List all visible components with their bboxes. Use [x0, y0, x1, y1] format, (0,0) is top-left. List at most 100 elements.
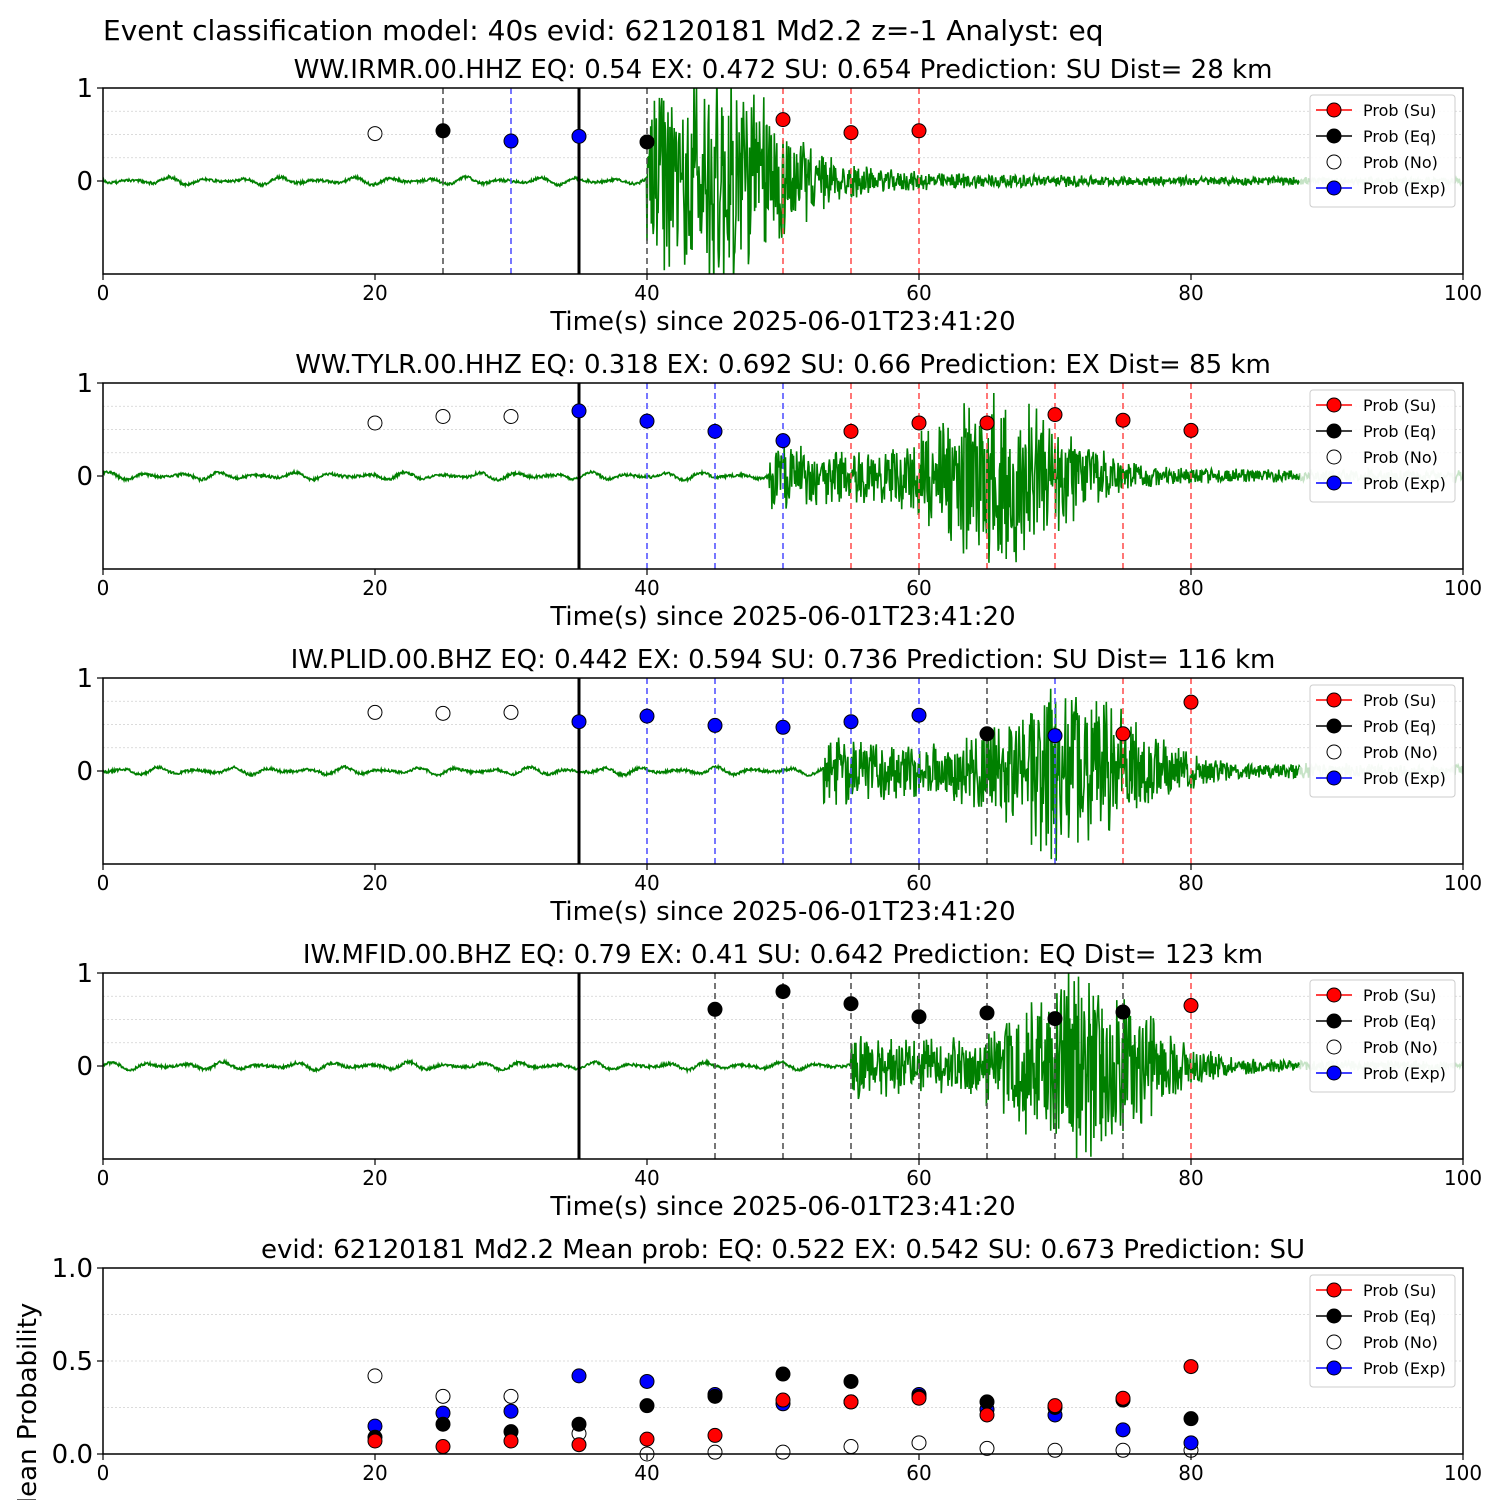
point-no — [503, 408, 519, 424]
x-tick-label: 40 — [634, 576, 659, 600]
x-tick-label: 0 — [97, 281, 110, 305]
legend-marker — [1326, 770, 1342, 786]
point-no — [503, 1388, 519, 1404]
x-tick-label: 100 — [1444, 576, 1482, 600]
legend-box — [1309, 979, 1456, 1093]
point-no — [367, 704, 383, 720]
y-tick-label: 0.0 — [52, 1440, 93, 1470]
legend-label: Prob (Su) — [1363, 986, 1436, 1005]
y-tick-label: 0.5 — [52, 1347, 93, 1377]
chart-panel-3: IW.PLID.00.BHZ EQ: 0.442 EX: 0.594 SU: 0… — [76, 645, 1482, 927]
point-exp — [571, 128, 587, 144]
legend-marker — [1326, 744, 1342, 760]
point-su — [1047, 407, 1063, 423]
y-tick-label: 1 — [76, 664, 93, 694]
waveform-trace — [103, 973, 1301, 1159]
figure-suptitle: Event classification model: 40s evid: 62… — [103, 14, 1104, 47]
legend-label: Prob (No) — [1363, 1333, 1438, 1352]
legend-marker — [1326, 1013, 1342, 1029]
point-su — [1183, 1359, 1199, 1375]
point-exp — [503, 1403, 519, 1419]
x-axis-label: Time(s) since 2025-06-01T23:41:20 — [549, 897, 1015, 927]
chart-panel-4: IW.MFID.00.BHZ EQ: 0.79 EX: 0.41 SU: 0.6… — [76, 940, 1482, 1222]
legend-marker — [1326, 449, 1342, 465]
point-no — [435, 408, 451, 424]
point-no — [707, 1444, 723, 1460]
legend-marker — [1326, 475, 1342, 491]
x-tick-label: 80 — [1178, 1166, 1203, 1190]
legend-marker — [1326, 1334, 1342, 1350]
legend-label: Prob (Eq) — [1363, 127, 1436, 146]
point-eq — [843, 1373, 859, 1389]
legend-label: Prob (Exp) — [1363, 1359, 1446, 1378]
point-exp — [639, 1373, 655, 1389]
y-tick-label: 1 — [76, 369, 93, 399]
point-eq — [775, 984, 791, 1000]
waveform-trace — [103, 688, 1301, 861]
point-no — [911, 1435, 927, 1451]
point-eq — [979, 1005, 995, 1021]
x-tick-label: 80 — [1178, 871, 1203, 895]
point-su — [911, 1390, 927, 1406]
legend-marker — [1326, 718, 1342, 734]
legend-marker — [1326, 1282, 1342, 1298]
legend-box — [1309, 389, 1456, 503]
legend-marker — [1326, 1039, 1342, 1055]
point-su — [1183, 422, 1199, 438]
point-su — [639, 1431, 655, 1447]
point-exp — [1047, 728, 1063, 744]
y-tick-label: 1 — [76, 959, 93, 989]
point-no — [435, 1388, 451, 1404]
x-tick-label: 80 — [1178, 576, 1203, 600]
x-axis-label: Time(s) since 2025-06-01T23:41:20 — [549, 602, 1015, 632]
point-su — [1115, 726, 1131, 742]
y-tick-label: 0 — [76, 1052, 93, 1082]
panels: WW.IRMR.00.HHZ EQ: 0.54 EX: 0.472 SU: 0.… — [13, 55, 1482, 1500]
panel-title: WW.TYLR.00.HHZ EQ: 0.318 EX: 0.692 SU: 0… — [295, 350, 1271, 380]
waveform-trace — [103, 88, 1301, 274]
point-eq — [979, 726, 995, 742]
x-tick-label: 0 — [97, 871, 110, 895]
legend-label: Prob (Eq) — [1363, 717, 1436, 736]
point-no — [367, 126, 383, 142]
point-eq — [1047, 1011, 1063, 1027]
legend-label: Prob (Eq) — [1363, 1012, 1436, 1031]
point-no — [979, 1440, 995, 1456]
y-tick-label: 1.0 — [52, 1254, 93, 1284]
point-no — [1115, 1442, 1131, 1458]
point-exp — [1115, 1422, 1131, 1438]
point-no — [435, 705, 451, 721]
legend-marker — [1326, 128, 1342, 144]
point-su — [571, 1437, 587, 1453]
point-su — [367, 1433, 383, 1449]
point-su — [775, 112, 791, 128]
point-eq — [911, 1009, 927, 1025]
point-no — [775, 1444, 791, 1460]
point-eq — [707, 1001, 723, 1017]
point-su — [911, 415, 927, 431]
legend-box — [1309, 94, 1456, 208]
point-su — [1115, 1390, 1131, 1406]
point-exp — [639, 708, 655, 724]
panel-title: IW.PLID.00.BHZ EQ: 0.442 EX: 0.594 SU: 0… — [291, 645, 1276, 675]
legend-label: Prob (No) — [1363, 743, 1438, 762]
x-tick-label: 80 — [1178, 281, 1203, 305]
legend-box — [1309, 1274, 1456, 1388]
legend-label: Prob (Exp) — [1363, 769, 1446, 788]
y-tick-label: 0 — [76, 757, 93, 787]
x-tick-label: 60 — [906, 281, 931, 305]
y-tick-label: 1 — [76, 74, 93, 104]
legend-label: Prob (Exp) — [1363, 474, 1446, 493]
point-su — [843, 423, 859, 439]
legend-label: Prob (Eq) — [1363, 422, 1436, 441]
x-tick-label: 20 — [362, 281, 387, 305]
x-tick-label: 40 — [634, 1461, 659, 1485]
x-tick-label: 0 — [97, 1166, 110, 1190]
legend-marker — [1326, 423, 1342, 439]
legend-label: Prob (No) — [1363, 1038, 1438, 1057]
point-exp — [775, 719, 791, 735]
chart-panel-5: evid: 62120181 Md2.2 Mean prob: EQ: 0.52… — [13, 1235, 1482, 1500]
x-tick-label: 60 — [906, 1461, 931, 1485]
point-su — [707, 1427, 723, 1443]
